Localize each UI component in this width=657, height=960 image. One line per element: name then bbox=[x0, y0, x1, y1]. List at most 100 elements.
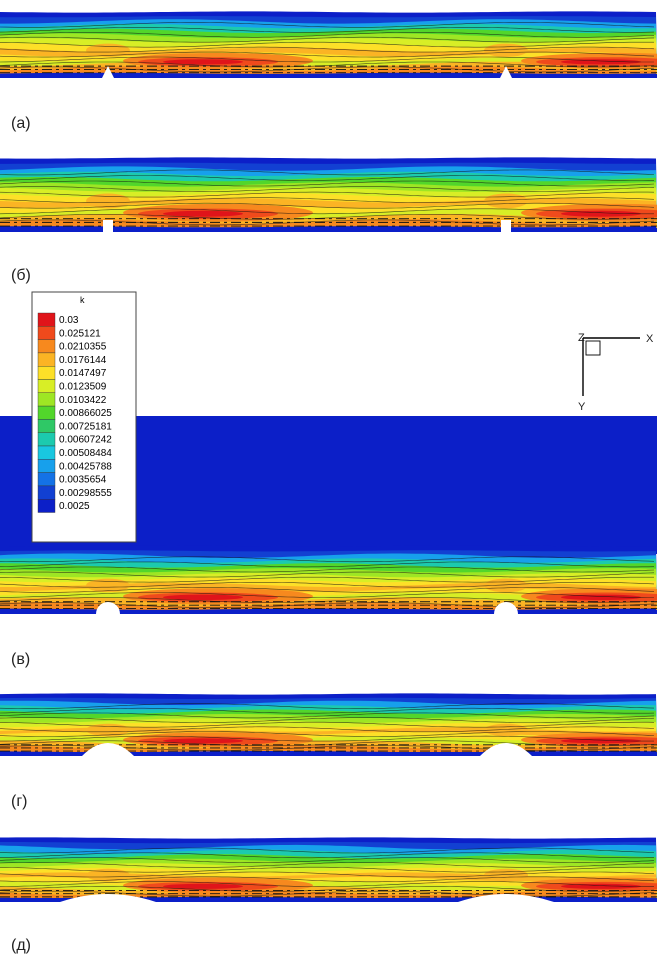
bottom-wall bbox=[0, 74, 657, 78]
contour-line bbox=[0, 852, 655, 859]
colorbar-swatch bbox=[37, 379, 56, 394]
colorbar-swatch bbox=[37, 366, 56, 380]
contour-line bbox=[0, 707, 655, 714]
bottom-wall bbox=[0, 610, 657, 614]
contour-line bbox=[0, 717, 655, 723]
contour-line bbox=[0, 721, 655, 728]
colorbar-swatch bbox=[37, 352, 56, 367]
triangle-obstacle bbox=[102, 66, 114, 78]
peak-k-zone bbox=[163, 883, 243, 889]
contour-line bbox=[0, 876, 655, 883]
bottom-wall bbox=[0, 752, 657, 756]
arc-obstacle bbox=[480, 743, 532, 756]
contour-line bbox=[0, 735, 654, 742]
colorbar-swatch bbox=[37, 405, 56, 420]
colorbar-tick-label: 0.0147497 bbox=[59, 368, 107, 379]
peak-k-zone bbox=[163, 59, 243, 65]
contour-line bbox=[0, 22, 655, 28]
flow-panel-5 bbox=[0, 837, 657, 902]
flow-panel-3 bbox=[0, 416, 657, 614]
arc-obstacle bbox=[82, 743, 134, 756]
contour-line bbox=[0, 576, 654, 583]
colorbar-tick-label: 0.00607242 bbox=[59, 435, 112, 446]
colorbar-tick-label: 0.00298555 bbox=[59, 488, 112, 499]
contour-line bbox=[0, 56, 654, 63]
peak-k-zone bbox=[561, 883, 641, 889]
rectangle-obstacle bbox=[501, 220, 511, 232]
colorbar-tick-label: 0.00866025 bbox=[59, 408, 112, 419]
colorbar-swatch bbox=[37, 445, 56, 460]
colorbar-tick-label: 0.0025 bbox=[59, 501, 90, 512]
contour-line bbox=[0, 587, 655, 593]
contour-line bbox=[0, 726, 655, 733]
peak-k-zone bbox=[561, 59, 641, 65]
contour-line bbox=[0, 61, 655, 68]
colorbar-legend: k0.03 0.025121 0.0210355 0.0176144 0.0147497… bbox=[31, 291, 137, 543]
contour-line bbox=[0, 881, 654, 887]
contour-line bbox=[0, 731, 655, 737]
rectangle-obstacle bbox=[103, 220, 113, 232]
contour-line bbox=[0, 31, 655, 38]
contour-line bbox=[0, 703, 655, 709]
triangle-obstacle bbox=[500, 66, 512, 78]
contour-line bbox=[0, 197, 655, 203]
peak-k-zone bbox=[163, 738, 243, 744]
flow-panel-1 bbox=[0, 11, 657, 79]
contour-line bbox=[0, 214, 655, 220]
contour-line bbox=[0, 571, 655, 578]
flow-panel-4 bbox=[0, 693, 657, 756]
contour-line bbox=[0, 847, 655, 854]
contour-line bbox=[0, 886, 655, 892]
contour-line bbox=[0, 175, 655, 181]
contour-line bbox=[0, 46, 655, 53]
panel-label: (а) bbox=[11, 115, 31, 132]
peak-k-zone bbox=[163, 594, 243, 601]
colorbar-tick-label: 0.0210355 bbox=[59, 342, 107, 353]
colorbar-swatch bbox=[37, 472, 56, 487]
contour-line bbox=[0, 169, 655, 176]
contour-line bbox=[0, 556, 655, 563]
contour-line bbox=[0, 36, 655, 43]
recirculation-zone bbox=[86, 193, 130, 209]
colorbar-tick-label: 0.00725181 bbox=[59, 421, 112, 432]
contour-line bbox=[0, 180, 655, 187]
contour-line bbox=[0, 208, 654, 215]
contour-line bbox=[0, 592, 654, 598]
panel-label: (б) bbox=[11, 267, 31, 284]
contour-line bbox=[0, 26, 655, 33]
semicircle-obstacle bbox=[96, 602, 120, 614]
y-axis-label: Y bbox=[578, 401, 586, 413]
contour-line bbox=[0, 566, 655, 573]
colorbar-title: k bbox=[80, 295, 85, 305]
contour-line bbox=[0, 191, 655, 198]
colorbar-tick-label: 0.025121 bbox=[59, 328, 101, 339]
colorbar-tick-label: 0.0176144 bbox=[59, 355, 107, 366]
shallow-arc-obstacle bbox=[458, 894, 554, 902]
contour-line bbox=[0, 866, 654, 873]
colorbar-tick-label: 0.0123509 bbox=[59, 382, 107, 393]
contour-line bbox=[0, 857, 655, 863]
contour-line bbox=[0, 597, 655, 603]
contour-line bbox=[0, 561, 655, 568]
colorbar-swatch bbox=[37, 326, 56, 340]
contour-line bbox=[0, 202, 655, 209]
colorbar-swatch bbox=[37, 499, 56, 513]
colorbar-tick-label: 0.0103422 bbox=[59, 395, 107, 406]
contour-line bbox=[0, 186, 655, 192]
shallow-arc-obstacle bbox=[60, 894, 156, 902]
peak-k-zone bbox=[561, 738, 641, 744]
contour-line bbox=[0, 712, 655, 719]
colorbar-swatch bbox=[37, 339, 56, 354]
panel-label: (д) bbox=[11, 937, 31, 954]
contour-line bbox=[0, 890, 655, 897]
flow-panel-2 bbox=[0, 157, 657, 232]
colorbar-tick-label: 0.00425788 bbox=[59, 461, 112, 472]
colorbar-swatch bbox=[37, 485, 56, 500]
contour-line bbox=[0, 871, 655, 878]
panel-labels-layer: (а) (б) (в) (г) (д) bbox=[11, 115, 31, 954]
contour-line bbox=[0, 51, 655, 58]
panels-layer bbox=[0, 11, 657, 902]
z-axis-label: Z bbox=[578, 332, 585, 344]
peak-k-zone bbox=[163, 210, 243, 217]
